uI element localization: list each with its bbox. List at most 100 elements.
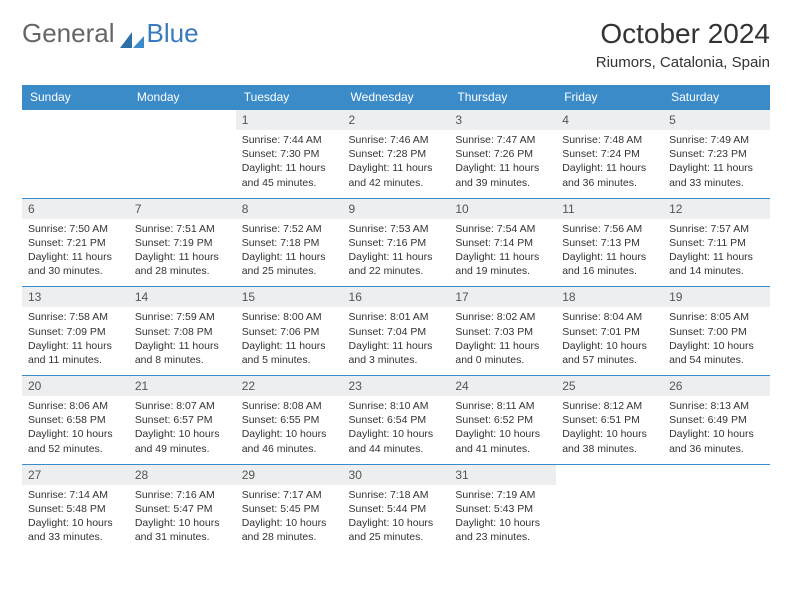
day-data: Sunrise: 7:16 AMSunset: 5:47 PMDaylight:…: [129, 485, 236, 553]
day-data: Sunrise: 7:59 AMSunset: 7:08 PMDaylight:…: [129, 307, 236, 375]
day-cell: 13Sunrise: 7:58 AMSunset: 7:09 PMDayligh…: [22, 287, 129, 376]
day-cell: 11Sunrise: 7:56 AMSunset: 7:13 PMDayligh…: [556, 198, 663, 287]
sunset-text: Sunset: 6:49 PM: [669, 413, 764, 427]
sunset-text: Sunset: 6:57 PM: [135, 413, 230, 427]
day-cell: 25Sunrise: 8:12 AMSunset: 6:51 PMDayligh…: [556, 376, 663, 465]
sunset-text: Sunset: 7:18 PM: [242, 236, 337, 250]
day-number: [129, 110, 236, 130]
day-cell: 5Sunrise: 7:49 AMSunset: 7:23 PMDaylight…: [663, 110, 770, 199]
day-cell: 8Sunrise: 7:52 AMSunset: 7:18 PMDaylight…: [236, 198, 343, 287]
sunrise-text: Sunrise: 8:04 AM: [562, 310, 657, 324]
week-row: 20Sunrise: 8:06 AMSunset: 6:58 PMDayligh…: [22, 376, 770, 465]
month-title: October 2024: [596, 18, 770, 50]
day-number: 3: [449, 110, 556, 130]
day-cell: 27Sunrise: 7:14 AMSunset: 5:48 PMDayligh…: [22, 464, 129, 552]
day-cell: 21Sunrise: 8:07 AMSunset: 6:57 PMDayligh…: [129, 376, 236, 465]
sunset-text: Sunset: 7:08 PM: [135, 325, 230, 339]
day-header-friday: Friday: [556, 85, 663, 110]
sunset-text: Sunset: 7:21 PM: [28, 236, 123, 250]
sunrise-text: Sunrise: 7:44 AM: [242, 133, 337, 147]
day-data: Sunrise: 8:13 AMSunset: 6:49 PMDaylight:…: [663, 396, 770, 464]
sunrise-text: Sunrise: 8:13 AM: [669, 399, 764, 413]
daylight-text: Daylight: 10 hours and 57 minutes.: [562, 339, 657, 367]
day-cell: 20Sunrise: 8:06 AMSunset: 6:58 PMDayligh…: [22, 376, 129, 465]
day-number: 12: [663, 199, 770, 219]
day-data: Sunrise: 7:18 AMSunset: 5:44 PMDaylight:…: [343, 485, 450, 553]
daylight-text: Daylight: 10 hours and 54 minutes.: [669, 339, 764, 367]
day-data: Sunrise: 7:56 AMSunset: 7:13 PMDaylight:…: [556, 219, 663, 287]
day-header-saturday: Saturday: [663, 85, 770, 110]
day-data: Sunrise: 8:08 AMSunset: 6:55 PMDaylight:…: [236, 396, 343, 464]
day-cell: 31Sunrise: 7:19 AMSunset: 5:43 PMDayligh…: [449, 464, 556, 552]
day-number: 1: [236, 110, 343, 130]
daylight-text: Daylight: 11 hours and 16 minutes.: [562, 250, 657, 278]
day-number: [556, 465, 663, 485]
day-header-tuesday: Tuesday: [236, 85, 343, 110]
week-row: 27Sunrise: 7:14 AMSunset: 5:48 PMDayligh…: [22, 464, 770, 552]
brand-part2: Blue: [147, 18, 199, 49]
day-number: 9: [343, 199, 450, 219]
brand-part1: General: [22, 18, 115, 49]
daylight-text: Daylight: 11 hours and 33 minutes.: [669, 161, 764, 189]
day-data: [22, 130, 129, 155]
day-number: 18: [556, 287, 663, 307]
day-data: Sunrise: 7:46 AMSunset: 7:28 PMDaylight:…: [343, 130, 450, 198]
sunrise-text: Sunrise: 7:16 AM: [135, 488, 230, 502]
day-data: Sunrise: 8:01 AMSunset: 7:04 PMDaylight:…: [343, 307, 450, 375]
day-header-thursday: Thursday: [449, 85, 556, 110]
daylight-text: Daylight: 10 hours and 41 minutes.: [455, 427, 550, 455]
brand-logo: General Blue: [22, 18, 199, 49]
day-data: Sunrise: 8:07 AMSunset: 6:57 PMDaylight:…: [129, 396, 236, 464]
sunset-text: Sunset: 7:16 PM: [349, 236, 444, 250]
sunset-text: Sunset: 6:55 PM: [242, 413, 337, 427]
week-row: 6Sunrise: 7:50 AMSunset: 7:21 PMDaylight…: [22, 198, 770, 287]
sunrise-text: Sunrise: 8:06 AM: [28, 399, 123, 413]
daylight-text: Daylight: 10 hours and 52 minutes.: [28, 427, 123, 455]
daylight-text: Daylight: 10 hours and 44 minutes.: [349, 427, 444, 455]
day-cell: 19Sunrise: 8:05 AMSunset: 7:00 PMDayligh…: [663, 287, 770, 376]
daylight-text: Daylight: 11 hours and 19 minutes.: [455, 250, 550, 278]
daylight-text: Daylight: 11 hours and 8 minutes.: [135, 339, 230, 367]
day-cell: 28Sunrise: 7:16 AMSunset: 5:47 PMDayligh…: [129, 464, 236, 552]
day-cell: 15Sunrise: 8:00 AMSunset: 7:06 PMDayligh…: [236, 287, 343, 376]
daylight-text: Daylight: 11 hours and 45 minutes.: [242, 161, 337, 189]
day-data: Sunrise: 8:12 AMSunset: 6:51 PMDaylight:…: [556, 396, 663, 464]
day-number: 17: [449, 287, 556, 307]
sunrise-text: Sunrise: 8:05 AM: [669, 310, 764, 324]
day-data: Sunrise: 7:52 AMSunset: 7:18 PMDaylight:…: [236, 219, 343, 287]
sunrise-text: Sunrise: 7:52 AM: [242, 222, 337, 236]
day-cell: [663, 464, 770, 552]
daylight-text: Daylight: 10 hours and 46 minutes.: [242, 427, 337, 455]
sunset-text: Sunset: 5:43 PM: [455, 502, 550, 516]
sail-icon: [119, 25, 145, 43]
sunrise-text: Sunrise: 7:47 AM: [455, 133, 550, 147]
calendar-head: SundayMondayTuesdayWednesdayThursdayFrid…: [22, 85, 770, 110]
day-number: 7: [129, 199, 236, 219]
sunset-text: Sunset: 5:48 PM: [28, 502, 123, 516]
daylight-text: Daylight: 10 hours and 23 minutes.: [455, 516, 550, 544]
day-cell: 14Sunrise: 7:59 AMSunset: 7:08 PMDayligh…: [129, 287, 236, 376]
day-number: 4: [556, 110, 663, 130]
day-data: Sunrise: 7:58 AMSunset: 7:09 PMDaylight:…: [22, 307, 129, 375]
day-number: 8: [236, 199, 343, 219]
day-cell: 30Sunrise: 7:18 AMSunset: 5:44 PMDayligh…: [343, 464, 450, 552]
day-number: 2: [343, 110, 450, 130]
calendar-table: SundayMondayTuesdayWednesdayThursdayFrid…: [22, 85, 770, 552]
sunset-text: Sunset: 5:47 PM: [135, 502, 230, 516]
day-data: Sunrise: 7:14 AMSunset: 5:48 PMDaylight:…: [22, 485, 129, 553]
day-cell: 10Sunrise: 7:54 AMSunset: 7:14 PMDayligh…: [449, 198, 556, 287]
day-cell: 24Sunrise: 8:11 AMSunset: 6:52 PMDayligh…: [449, 376, 556, 465]
sunrise-text: Sunrise: 8:07 AM: [135, 399, 230, 413]
day-cell: 3Sunrise: 7:47 AMSunset: 7:26 PMDaylight…: [449, 110, 556, 199]
sunrise-text: Sunrise: 7:51 AM: [135, 222, 230, 236]
day-number: 16: [343, 287, 450, 307]
day-cell: 7Sunrise: 7:51 AMSunset: 7:19 PMDaylight…: [129, 198, 236, 287]
day-data: Sunrise: 8:11 AMSunset: 6:52 PMDaylight:…: [449, 396, 556, 464]
sunset-text: Sunset: 7:13 PM: [562, 236, 657, 250]
week-row: 13Sunrise: 7:58 AMSunset: 7:09 PMDayligh…: [22, 287, 770, 376]
sunset-text: Sunset: 7:03 PM: [455, 325, 550, 339]
daylight-text: Daylight: 11 hours and 28 minutes.: [135, 250, 230, 278]
day-data: Sunrise: 8:00 AMSunset: 7:06 PMDaylight:…: [236, 307, 343, 375]
daylight-text: Daylight: 11 hours and 22 minutes.: [349, 250, 444, 278]
sunset-text: Sunset: 7:30 PM: [242, 147, 337, 161]
